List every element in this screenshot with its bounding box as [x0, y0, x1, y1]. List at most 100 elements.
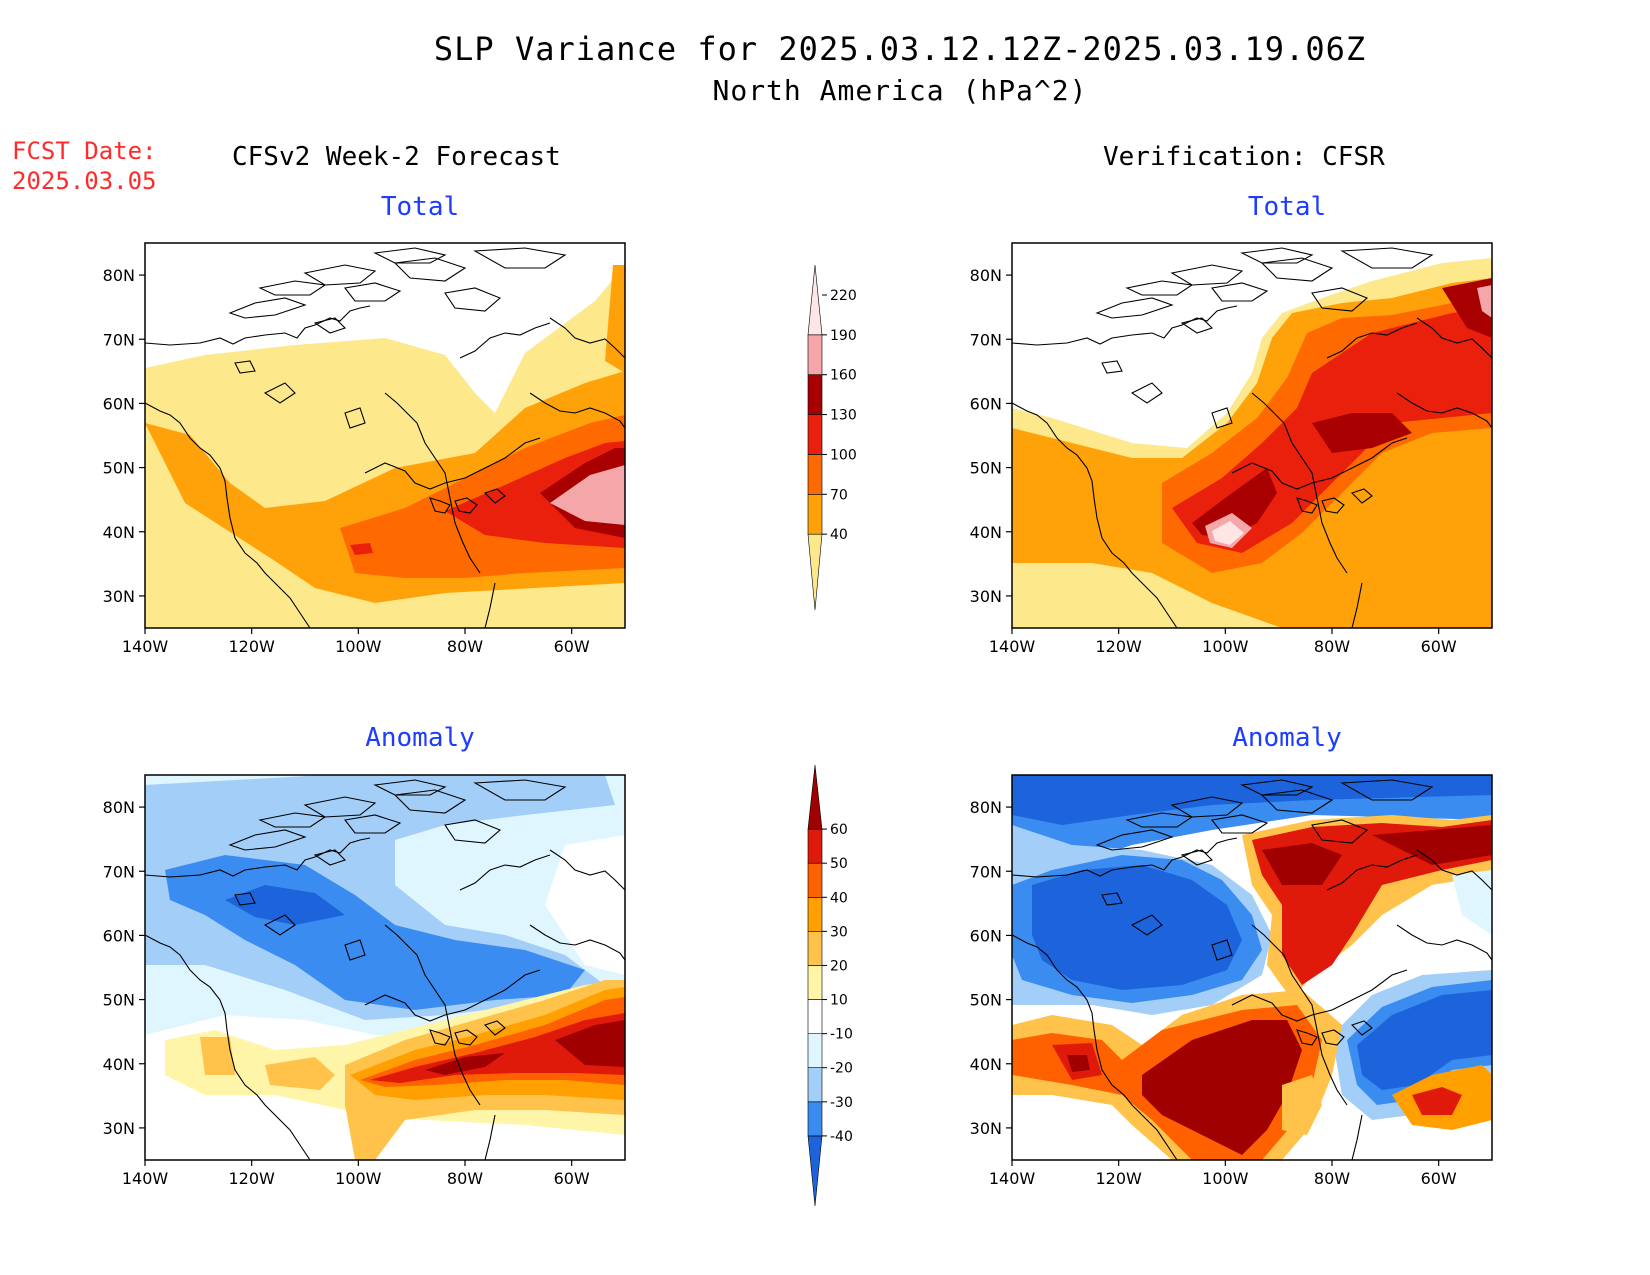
- verification-anomaly-panel: 80N 70N 60N 50N 40N 30N 140W 120W 100W 80W 60W: [970, 774, 1493, 1188]
- total-colorbar-label: 190: [830, 328, 857, 344]
- verification-anomaly-coastline-2: [1251, 924, 1348, 1106]
- verification-anomaly-coastline-0: [1012, 837, 1238, 878]
- verification-total-lat-label: 60N: [970, 394, 1002, 413]
- forecast-anomaly-lon-label: 140W: [122, 1169, 169, 1188]
- forecast-total-coastline-5: [549, 317, 625, 359]
- forecast-date-label: FCST Date:: [12, 137, 157, 165]
- forecast-anomaly-coastline-15: [393, 789, 467, 814]
- total-colorbar-swatch-4: [807, 374, 823, 415]
- verification-total-coastline-2: [1251, 392, 1348, 574]
- forecast-anomaly-contour-7: [265, 1057, 335, 1090]
- verification-anomaly-contour-21: [1282, 1075, 1322, 1135]
- forecast-total-lon-label: 100W: [335, 637, 382, 656]
- forecast-total-lat-label: 70N: [103, 330, 135, 349]
- verification-anomaly-coastline-1: [1012, 934, 1178, 1160]
- forecast-anomaly-contour-4: [225, 885, 345, 925]
- verification-total-coastline-11: [1095, 297, 1174, 319]
- verification-anomaly-contour-18: [1452, 870, 1492, 935]
- verification-total-lat-label: 40N: [970, 523, 1002, 542]
- forecast-total-shading: [145, 243, 625, 628]
- forecast-total-coastline-7: [484, 582, 496, 628]
- verification-total-contour-5: [1312, 413, 1412, 453]
- anomaly-colorbar-label: 60: [830, 822, 848, 838]
- forecast-anomaly-coastline-20: [234, 892, 256, 906]
- forecast-anomaly-coastline-10: [483, 1020, 506, 1036]
- verification-anomaly-coastline-11: [1095, 829, 1174, 851]
- verification-anomaly-contour-20: [1412, 1087, 1462, 1115]
- forecast-anomaly-lat-label: 50N: [103, 991, 135, 1010]
- total-colorbar-label: 70: [830, 487, 848, 503]
- verification-anomaly-contour-8: [1357, 990, 1492, 1090]
- forecast-total-coastline-12: [258, 280, 327, 296]
- forecast-anomaly-coastline-5: [549, 849, 625, 891]
- verification-total-coastline-20: [1101, 360, 1123, 374]
- verification-anomaly-coastline-22: [1211, 939, 1233, 961]
- forecast-anomaly-panel: 80N 70N 60N 50N 40N 30N 140W 120W 100W 80W 60W: [103, 774, 626, 1188]
- forecast-anomaly-coastline-22: [344, 939, 366, 961]
- forecast-anomaly-coastline-21: [263, 914, 296, 936]
- verification-total-coastline-0: [1012, 305, 1238, 346]
- forecast-total-coastline-20: [234, 360, 256, 374]
- forecast-total-coastline-16: [444, 287, 502, 312]
- verification-total-panel: 80N 70N 60N 50N 40N 30N 140W 120W 100W 80W 60W: [970, 242, 1493, 656]
- verification-total-coastline-19: [1180, 317, 1214, 334]
- forecast-anomaly-lon-label: 80W: [447, 1169, 483, 1188]
- total-colorbar-label: 40: [830, 527, 848, 543]
- forecast-anomaly-contour-13: [555, 1020, 625, 1067]
- anomaly-colorbar-label: 30: [830, 924, 848, 940]
- verification-total-coastline-21: [1130, 382, 1163, 404]
- verification-anomaly-lon-label: 80W: [1314, 1169, 1350, 1188]
- forecast-anomaly-title: Anomaly: [365, 723, 475, 753]
- total-colorbar-swatch-0: [807, 533, 823, 611]
- verification-anomaly-coastline-20: [1101, 892, 1123, 906]
- forecast-total-coastline-21: [263, 382, 296, 404]
- verification-total-coastline-18: [1340, 247, 1434, 269]
- verification-anomaly-coastlines: [1012, 779, 1492, 1160]
- total-colorbar-swatch-5: [807, 334, 823, 376]
- verification-total-coastline-16: [1311, 287, 1369, 312]
- verification-anomaly-contour-11: [1142, 1020, 1302, 1155]
- forecast-anomaly-coastline-11: [228, 829, 307, 851]
- total-colorbar-swatch-3: [807, 414, 823, 455]
- verification-total-coastline-22: [1211, 407, 1233, 429]
- verification-total-contour-4: [1192, 468, 1277, 538]
- forecast-total-coastline-9: [454, 497, 478, 514]
- forecast-anomaly-lat-label: 70N: [103, 862, 135, 881]
- verification-anomaly-coastline-18: [1340, 779, 1434, 801]
- forecast-anomaly-shading: [145, 775, 625, 1160]
- verification-anomaly-contour-1: [1012, 775, 1492, 1005]
- verification-anomaly-coastline-7: [1351, 1114, 1363, 1160]
- anomaly-colorbar-swatch-7: [807, 896, 823, 932]
- verification-total-lat-label: 70N: [970, 330, 1002, 349]
- forecast-total-lon-label: 60W: [554, 637, 590, 656]
- anomaly-colorbar-label: -30: [830, 1095, 853, 1111]
- forecast-total-lon-label: 120W: [228, 637, 275, 656]
- forecast-total-coastline-4: [459, 322, 551, 359]
- verification-anomaly-coastline-16: [1311, 819, 1369, 844]
- forecast-total-lon-label: 140W: [122, 637, 169, 656]
- forecast-total-coastline-22: [344, 407, 366, 429]
- anomaly-colorbar-swatch-9: [807, 828, 823, 864]
- forecast-anomaly-coastline-17: [373, 779, 447, 796]
- forecast-total-coastline-10: [483, 488, 506, 504]
- forecast-total-contour-6: [550, 465, 625, 525]
- verification-total-coastline-1: [1012, 402, 1178, 628]
- forecast-anomaly-coastline-8: [429, 1029, 451, 1046]
- verification-anomaly-coastline-10: [1350, 1020, 1373, 1036]
- forecast-anomaly-coastline-14: [344, 814, 402, 834]
- verification-total-coastline-12: [1125, 280, 1194, 296]
- forecast-total-contour-7: [350, 543, 373, 555]
- verification-total-lat-label: 80N: [970, 266, 1002, 285]
- verification-total-coastline-5: [1416, 317, 1492, 359]
- forecast-anomaly-lat-label: 30N: [103, 1119, 135, 1138]
- verification-total-lat-label: 50N: [970, 459, 1002, 478]
- verification-anomaly-contour-16: [1262, 843, 1342, 885]
- forecast-anomaly-lat-label: 80N: [103, 798, 135, 817]
- forecast-total-panel: 80N 70N 60N 50N 40N 30N 140W 120W 100W 80W 60W: [103, 242, 626, 656]
- forecast-total-lat-label: 30N: [103, 587, 135, 606]
- forecast-column-heading: CFSv2 Week-2 Forecast: [232, 142, 561, 172]
- verification-total-coastline-13: [1170, 264, 1244, 286]
- forecast-anomaly-lon-label: 60W: [554, 1169, 590, 1188]
- forecast-total-coastline-18: [473, 247, 567, 269]
- anomaly-colorbar-swatch-4: [807, 999, 823, 1034]
